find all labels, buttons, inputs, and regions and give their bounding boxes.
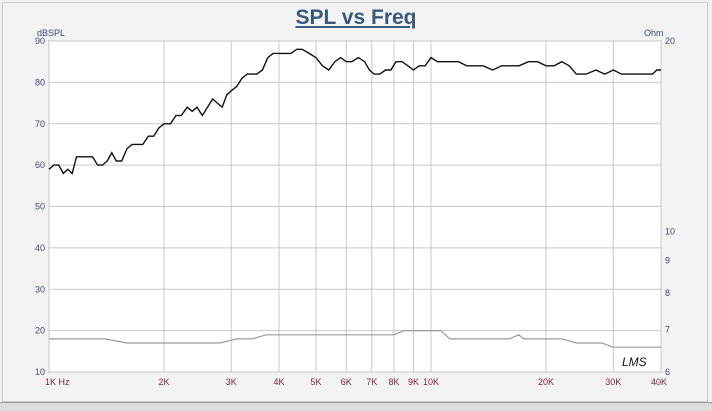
x-tick-label: 5K <box>311 377 322 387</box>
lms-annotation: LMS <box>622 355 647 369</box>
y-tick-label: 90 <box>35 36 45 46</box>
y2-tick-labels: 20 10 9 8 7 6 <box>665 36 675 377</box>
spl-series-line <box>48 48 661 175</box>
y2-tick-label: 9 <box>665 256 670 266</box>
x-tick-label: 6K <box>341 377 352 387</box>
y-tick-labels: 10 20 30 40 50 60 70 80 90 <box>35 36 45 377</box>
series-layer <box>48 48 661 348</box>
y-gridlines <box>49 40 661 373</box>
y2-tick-label: 7 <box>665 325 670 335</box>
y-tick-label: 70 <box>35 119 45 129</box>
x-tick-label: 1K Hz <box>45 377 70 387</box>
x-tick-label: 30K <box>605 377 621 387</box>
x-tick-label: 40K <box>651 377 667 387</box>
x-tick-labels: 1K Hz 2K 3K 4K 5K 6K 7K 8K 9K 10K 20K 30K 40K <box>45 377 667 387</box>
x-tick-label: 4K <box>273 377 284 387</box>
y-tick-label: 20 <box>35 326 45 336</box>
x-tick-label: 3K <box>226 377 237 387</box>
y2-tick-label: 20 <box>665 36 675 46</box>
x-tick-label: 10K <box>423 377 439 387</box>
y2-tick-label: 8 <box>665 288 670 298</box>
impedance-series-line <box>49 330 661 348</box>
x-tick-label: 20K <box>538 377 554 387</box>
y-tick-label: 30 <box>35 284 45 294</box>
y-tick-label: 40 <box>35 243 45 253</box>
status-bar <box>0 402 712 411</box>
y-tick-label: 50 <box>35 202 45 212</box>
chart-title: SPL vs Freq <box>295 6 417 29</box>
x-tick-label: 9K <box>408 377 419 387</box>
y2-axis-label: Ohm <box>644 28 664 38</box>
x-tick-label: 2K <box>158 377 169 387</box>
y-tick-label: 60 <box>35 160 45 170</box>
y-axis-label: dBSPL <box>37 28 65 38</box>
y-tick-label: 10 <box>35 367 45 377</box>
y2-tick-label: 6 <box>665 367 670 377</box>
y-tick-label: 80 <box>35 77 45 87</box>
y2-tick-label: 10 <box>665 227 675 237</box>
x-tick-label: 7K <box>366 377 377 387</box>
x-tick-label: 8K <box>388 377 399 387</box>
